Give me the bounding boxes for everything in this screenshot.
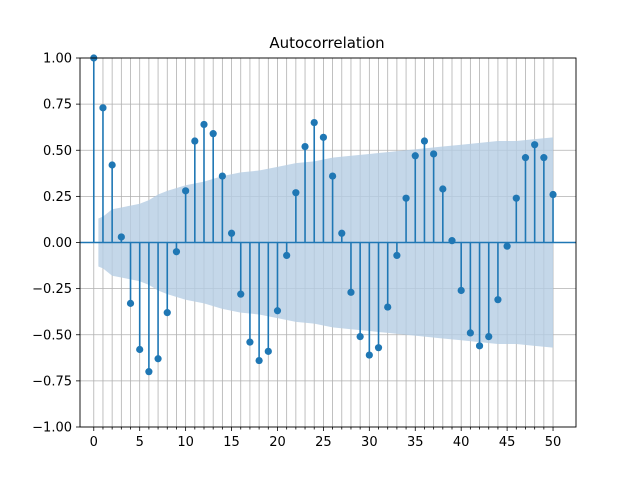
stem-marker bbox=[328, 172, 337, 180]
y-tick-label: 1.00 bbox=[43, 52, 72, 67]
stem-marker bbox=[301, 142, 309, 151]
y-tick-label: 0.00 bbox=[43, 236, 72, 251]
stem-marker bbox=[411, 152, 419, 160]
stem-marker bbox=[503, 242, 511, 250]
x-tick-label: 50 bbox=[545, 435, 562, 450]
y-tick-label: −0.25 bbox=[32, 282, 72, 297]
stem-marker bbox=[356, 332, 364, 341]
stem-marker bbox=[384, 303, 392, 311]
stems bbox=[90, 54, 557, 376]
y-tick-label: −1.00 bbox=[32, 421, 72, 436]
stem-marker bbox=[310, 118, 318, 127]
stem-marker bbox=[227, 229, 236, 237]
x-tick-label: 25 bbox=[315, 435, 332, 450]
stem-marker bbox=[475, 342, 484, 350]
y-tick-label: −0.75 bbox=[32, 374, 72, 389]
chart-title: Autocorrelation bbox=[269, 34, 384, 52]
y-axis-ticks: −1.00 −0.75 −0.50 −0.25 0.00 0.25 0.50 0.75 1.00 bbox=[32, 52, 80, 436]
x-tick-label: 10 bbox=[177, 435, 194, 450]
stem-marker bbox=[255, 356, 263, 365]
stem-marker bbox=[347, 288, 355, 296]
x-axis-ticks: 0 5 10 15 20 25 30 35 40 45 50 bbox=[90, 427, 562, 450]
stem-marker bbox=[182, 187, 190, 195]
y-tick-label: 0.50 bbox=[43, 144, 72, 159]
x-tick-label: 35 bbox=[407, 435, 424, 450]
x-tick-label: 20 bbox=[269, 435, 286, 450]
stem-marker bbox=[191, 137, 199, 145]
stem-marker bbox=[145, 368, 153, 376]
stem-marker bbox=[209, 130, 217, 138]
stem-marker bbox=[540, 154, 548, 162]
stem-marker bbox=[292, 189, 300, 197]
x-tick-label: 0 bbox=[90, 435, 98, 450]
stem-marker bbox=[494, 296, 502, 304]
stem-marker bbox=[430, 150, 438, 158]
stem-marker bbox=[512, 194, 520, 202]
stem-marker bbox=[163, 309, 171, 317]
stem-marker bbox=[457, 286, 465, 295]
stem-marker bbox=[393, 251, 401, 260]
stem-marker bbox=[172, 248, 181, 256]
stem-marker bbox=[365, 351, 373, 359]
stem-marker bbox=[466, 329, 474, 337]
stem-marker bbox=[319, 133, 328, 141]
x-tick-label: 15 bbox=[223, 435, 240, 450]
stem-marker bbox=[338, 229, 346, 237]
stem-marker bbox=[448, 237, 456, 245]
stem-marker bbox=[264, 347, 272, 355]
y-tick-label: 0.75 bbox=[43, 98, 72, 113]
stem-marker bbox=[420, 137, 429, 145]
stem-marker bbox=[218, 172, 226, 180]
stem-marker bbox=[531, 141, 539, 149]
stem-marker bbox=[126, 299, 135, 307]
stem-marker bbox=[99, 104, 107, 112]
stem-marker bbox=[246, 338, 254, 346]
stem-marker bbox=[485, 332, 493, 341]
x-tick-label: 5 bbox=[136, 435, 144, 450]
stem-marker bbox=[237, 290, 245, 298]
stem-marker bbox=[108, 161, 116, 169]
stem-marker bbox=[200, 120, 208, 129]
stem-marker bbox=[283, 251, 291, 260]
stem-marker bbox=[402, 194, 410, 202]
y-tick-label: 0.25 bbox=[43, 190, 72, 205]
stem-marker bbox=[439, 185, 447, 193]
stem-marker bbox=[136, 345, 144, 354]
stem-marker bbox=[273, 307, 282, 315]
stem-marker bbox=[374, 344, 383, 352]
stem-marker bbox=[549, 190, 557, 199]
x-tick-label: 40 bbox=[453, 435, 470, 450]
y-tick-label: −0.50 bbox=[32, 328, 72, 343]
stem-marker bbox=[117, 233, 125, 241]
x-tick-label: 30 bbox=[361, 435, 378, 450]
x-tick-label: 45 bbox=[499, 435, 516, 450]
stem-marker bbox=[154, 355, 162, 363]
stem-marker bbox=[521, 154, 530, 162]
